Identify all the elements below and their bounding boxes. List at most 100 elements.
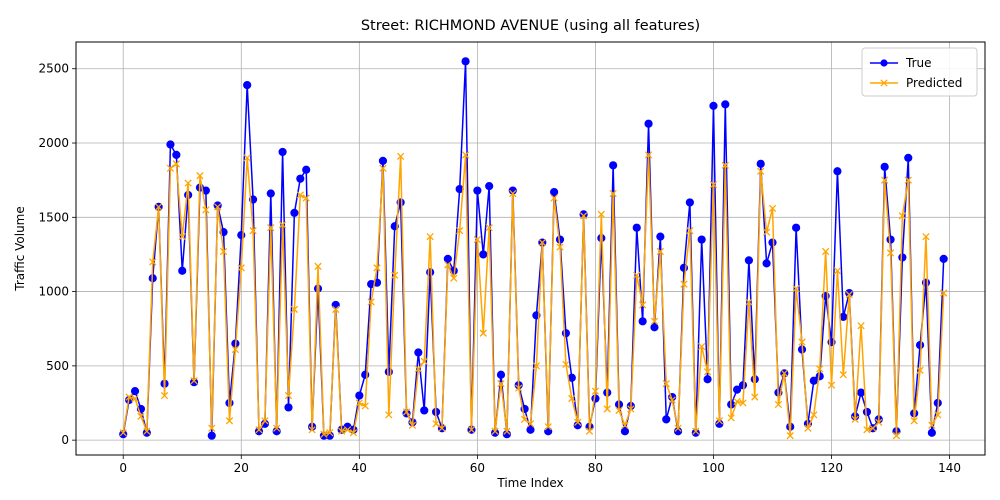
data-point [656, 247, 665, 256]
data-point [296, 191, 304, 199]
data-point [940, 289, 948, 297]
data-point [496, 370, 506, 379]
data-point [680, 280, 688, 288]
x-tick-label: 100 [702, 461, 725, 475]
data-point [479, 329, 487, 337]
y-axis-label: Traffic Volume [13, 206, 27, 292]
data-point [732, 385, 742, 394]
data-point [355, 391, 364, 400]
data-point [420, 357, 428, 366]
legend-label: Predicted [906, 76, 962, 90]
data-point [809, 376, 818, 385]
data-point [526, 425, 535, 434]
data-point [149, 258, 157, 266]
data-point [520, 415, 529, 424]
data-point [414, 365, 423, 373]
data-point [184, 179, 192, 187]
x-axis-label: Time Index [496, 476, 563, 490]
data-point [839, 371, 847, 379]
data-point [190, 377, 198, 385]
data-point [591, 387, 600, 395]
data-point [638, 301, 647, 309]
x-tick-label: 20 [234, 461, 249, 475]
data-point [898, 253, 907, 262]
data-point [154, 203, 163, 211]
data-point [355, 399, 363, 407]
data-point [757, 167, 765, 175]
data-point [579, 212, 588, 220]
data-point [314, 262, 322, 270]
data-point [491, 427, 499, 435]
data-point [473, 235, 482, 244]
data-point [869, 424, 877, 432]
data-point [255, 426, 263, 434]
data-point [733, 397, 741, 406]
data-point [361, 402, 369, 410]
y-tick-label: 2500 [38, 62, 69, 76]
data-point [751, 393, 759, 401]
data-point [904, 153, 913, 162]
data-point [202, 206, 210, 214]
data-point [526, 420, 535, 428]
data-point [644, 151, 653, 159]
x-tick-label: 140 [938, 461, 961, 475]
data-point [816, 365, 824, 373]
data-point [804, 424, 812, 432]
data-point [178, 232, 186, 241]
series-layer [119, 57, 948, 440]
data-point [886, 249, 895, 257]
data-point [231, 345, 240, 354]
data-point [703, 368, 712, 376]
data-point [851, 415, 859, 424]
data-point [721, 161, 729, 169]
data-point [686, 227, 694, 235]
data-point [178, 266, 187, 275]
data-point [821, 247, 830, 256]
data-point [479, 250, 488, 259]
data-point [692, 427, 700, 435]
legend-marker [880, 59, 888, 67]
data-point [875, 418, 883, 426]
data-point [509, 189, 517, 198]
data-point [337, 427, 346, 435]
data-point [833, 167, 842, 176]
data-point [880, 176, 889, 184]
data-point [721, 100, 730, 109]
y-tick-label: 1500 [38, 210, 69, 224]
chart-title: Street: RICHMOND AVENUE (using all featu… [361, 18, 700, 34]
legend-box [861, 47, 978, 97]
data-point [402, 408, 411, 416]
data-point [562, 360, 570, 369]
data-point [219, 247, 228, 256]
data-point [862, 407, 872, 417]
data-point [515, 384, 523, 392]
data-point [768, 204, 777, 213]
data-point [786, 432, 794, 440]
y-tick-label: 500 [46, 359, 69, 373]
data-point [904, 176, 912, 184]
data-point [485, 224, 493, 232]
data-point [461, 57, 470, 66]
data-point [585, 427, 594, 435]
data-point [550, 194, 558, 202]
data-point [473, 186, 482, 195]
data-point [308, 426, 316, 434]
data-point [207, 431, 216, 440]
data-point [744, 256, 753, 265]
data-point [927, 428, 936, 437]
data-point [137, 412, 145, 421]
data-point [697, 235, 706, 244]
data-point [886, 235, 895, 244]
data-point [774, 400, 783, 409]
data-point [674, 424, 682, 432]
data-point [125, 393, 133, 401]
data-point [538, 238, 546, 247]
data-point [166, 140, 175, 149]
data-point [414, 348, 423, 357]
data-point [426, 232, 434, 241]
data-point [632, 223, 641, 232]
data-point [916, 366, 924, 374]
legend-label: True [905, 56, 932, 70]
data-point [650, 323, 659, 332]
data-point [432, 420, 440, 428]
